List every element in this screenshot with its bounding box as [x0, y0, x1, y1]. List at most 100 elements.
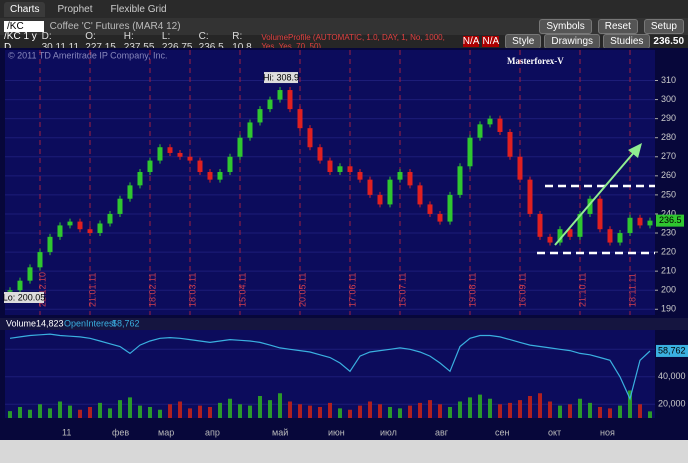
volume-bar	[68, 405, 72, 418]
candle	[107, 213, 113, 224]
candle	[37, 252, 43, 268]
candle	[517, 156, 523, 180]
candle	[297, 109, 303, 129]
symbol-input[interactable]: /KC	[4, 21, 44, 32]
price-layer: 190 200 210 220 230 240 250 260 270 280 290 300 310 2…	[3, 50, 684, 315]
last-box	[656, 214, 684, 227]
legend-value: 14,823	[36, 318, 64, 328]
candle	[567, 229, 573, 237]
x-tick-label: 18.11.11	[627, 273, 637, 307]
volume-bar	[168, 404, 172, 418]
legend-label: OpenInterest	[64, 318, 117, 328]
volume-bar	[528, 396, 532, 418]
toolbar: /KC Coffee 'C' Futures (MAR4 12) Symbols…	[0, 18, 688, 35]
candle	[487, 118, 493, 125]
volume-bar	[218, 402, 222, 418]
button[interactable]: Setup	[643, 19, 684, 34]
candle	[247, 122, 253, 138]
candle	[587, 198, 593, 214]
volume-bar	[438, 404, 442, 418]
y-tick-label: 210	[661, 266, 676, 276]
tab[interactable]: Prophet	[57, 3, 93, 15]
candle	[207, 172, 213, 180]
y-tick-label: 190	[661, 304, 676, 314]
volume-bar	[28, 409, 32, 418]
volume-layer: 20,00040,00060,00058,76211февмарапрмайию…	[5, 333, 688, 437]
x-tick-label: 19.08.11	[467, 273, 477, 307]
y-tick-label: 280	[661, 132, 676, 142]
month-label: окт	[548, 427, 561, 437]
volume-bar	[88, 407, 92, 418]
x-tick-label: 15.07.11	[397, 273, 407, 307]
candle	[497, 118, 503, 132]
legend-label: Volume	[6, 318, 36, 328]
candle	[7, 290, 13, 292]
volume-bar	[268, 400, 272, 418]
volume-bar	[318, 407, 322, 418]
y-tick-label: 200	[661, 285, 676, 295]
x-tick-label: 16.09.11	[517, 273, 527, 307]
candle	[417, 185, 423, 205]
volume-bar	[38, 404, 42, 418]
volume-bar	[428, 400, 432, 418]
month-label: 11	[62, 427, 71, 437]
candle	[307, 128, 313, 148]
candle	[197, 160, 203, 173]
candle	[547, 236, 553, 243]
candle	[47, 236, 53, 253]
candle	[507, 131, 513, 157]
candle	[277, 90, 283, 100]
study: VolumeProfile (AUTOMATIC, 1.0, DAY, 1, N…	[261, 32, 445, 51]
candle	[627, 217, 633, 234]
candle	[537, 213, 543, 237]
tool[interactable]: Style	[505, 34, 542, 49]
month-label: июл	[380, 427, 397, 437]
volume-bar	[288, 401, 292, 418]
candle	[287, 90, 293, 110]
candle	[267, 99, 273, 110]
candle	[87, 229, 93, 234]
month-label: апр	[205, 427, 220, 437]
open-interest-line	[9, 333, 651, 401]
y-tick-label: 300	[661, 94, 676, 104]
button[interactable]: Symbols	[539, 19, 592, 34]
y-tick-label: 270	[661, 151, 676, 161]
volume-bar	[398, 408, 402, 418]
volume-bar	[8, 411, 12, 418]
x-tick-label: 22.12.10	[37, 272, 47, 307]
volume-bar	[208, 407, 212, 418]
candle	[217, 172, 223, 180]
tab[interactable]: Flexible Grid	[110, 3, 167, 15]
na-badge: N/A	[462, 36, 480, 47]
volume-bar	[238, 404, 242, 418]
month-label: сен	[495, 427, 510, 437]
hi-box	[264, 72, 298, 84]
button[interactable]: Reset	[597, 19, 638, 34]
candle	[367, 179, 373, 195]
volume-bar	[278, 393, 282, 418]
oi-label: 58,762	[658, 345, 686, 355]
candle	[467, 137, 473, 167]
volume-bar	[178, 401, 182, 418]
volume-bar	[338, 408, 342, 418]
candle	[97, 223, 103, 234]
volume-bar	[598, 407, 602, 418]
candle	[17, 280, 23, 291]
volume-header	[0, 318, 688, 330]
candle	[357, 172, 363, 180]
candle	[67, 221, 73, 226]
candle	[397, 172, 403, 180]
volume-bar	[298, 404, 302, 418]
tab[interactable]: Charts	[4, 1, 46, 17]
volume-bar	[558, 405, 562, 418]
tab-bar: Charts Prophet Flexible Grid	[0, 0, 688, 18]
x-tick-label: 21.10.11	[577, 273, 587, 307]
volume-bar	[548, 401, 552, 418]
volume-bar	[588, 402, 592, 418]
month-label: июн	[328, 427, 345, 437]
x-tick-label: 17.06.11	[347, 273, 357, 307]
info: D: 30.11.11	[41, 30, 80, 53]
volume-bar	[248, 405, 252, 418]
volume-bar	[118, 400, 122, 418]
lo-box	[4, 292, 44, 303]
